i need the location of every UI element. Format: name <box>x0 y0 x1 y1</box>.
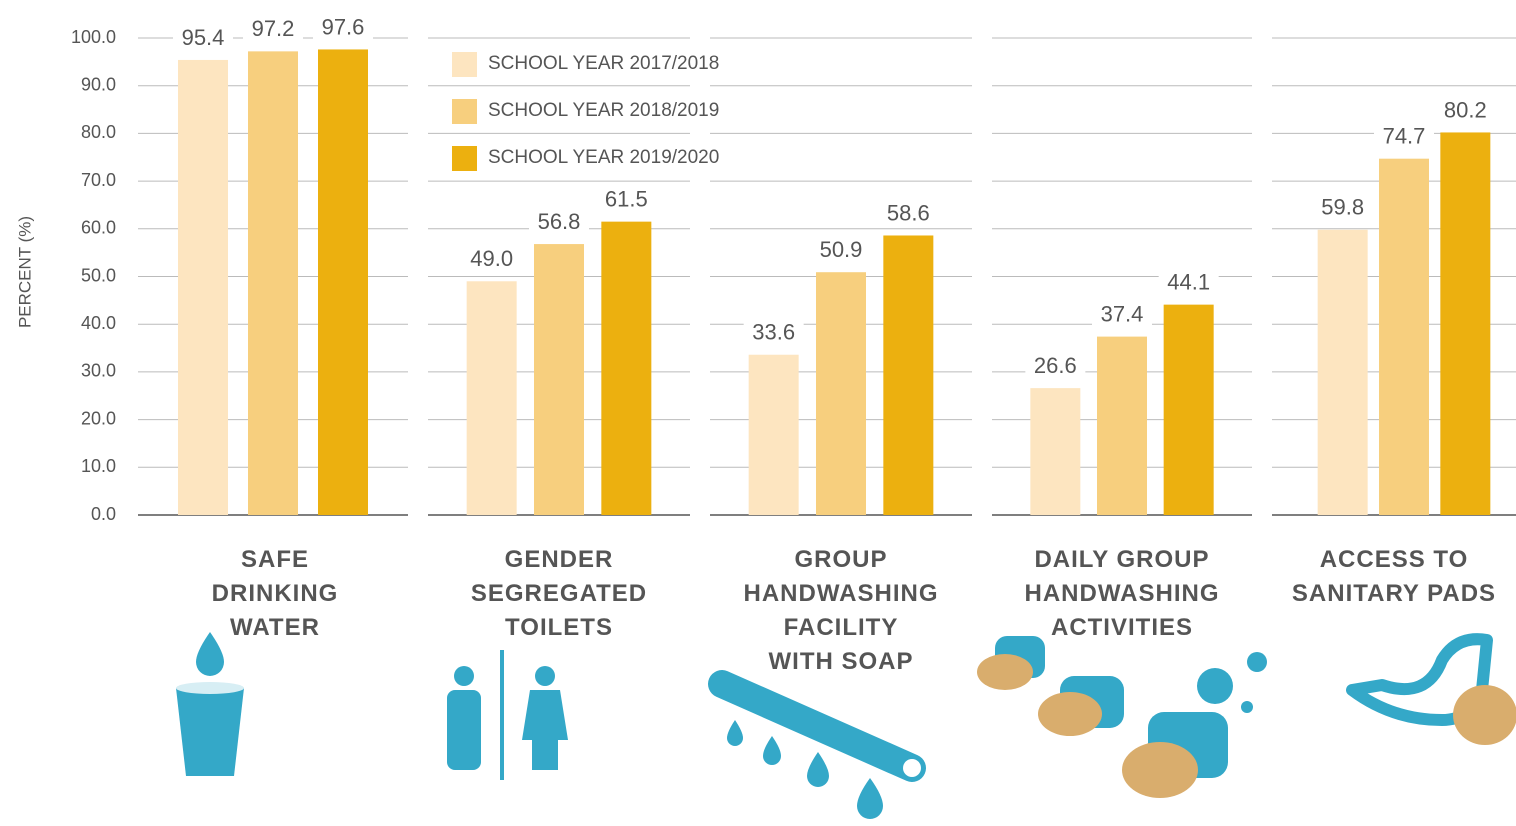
hand-icon <box>977 654 1033 690</box>
boy-head <box>454 666 474 686</box>
value-label: 26.6 <box>1034 353 1077 378</box>
girl-head <box>535 666 555 686</box>
value-label-bg <box>529 208 589 237</box>
bar <box>883 235 934 515</box>
value-label: 61.5 <box>605 186 648 211</box>
drop <box>857 778 883 819</box>
value-label: 74.7 <box>1383 123 1426 148</box>
legend-swatch <box>452 146 477 171</box>
value-label-bg <box>811 236 871 265</box>
y-tick-label: 40.0 <box>81 313 116 333</box>
y-tick-label: 80.0 <box>81 122 116 142</box>
legend-label: SCHOOL YEAR 2017/2018 <box>488 53 719 74</box>
value-label-bg <box>1374 122 1434 151</box>
legend-label: SCHOOL YEAR 2018/2019 <box>488 100 719 121</box>
value-label-bg <box>1435 96 1496 125</box>
value-label-bg <box>1092 300 1152 329</box>
bar <box>1030 388 1081 515</box>
y-tick-label: 100.0 <box>71 27 116 47</box>
bubble <box>1247 652 1267 672</box>
y-tick-label: 10.0 <box>81 456 116 476</box>
drop <box>727 720 743 746</box>
icons <box>176 632 1516 819</box>
hand-icon <box>1038 692 1102 736</box>
value-label: 50.9 <box>820 237 863 262</box>
y-tick-label: 50.0 <box>81 265 116 285</box>
bar <box>1097 336 1147 515</box>
value-label-bg <box>243 15 303 44</box>
boy-body <box>447 690 481 770</box>
hand-icon <box>1453 685 1516 745</box>
pipe-end <box>903 759 921 777</box>
bar <box>748 354 799 515</box>
category-label: GROUP HANDWASHING FACILITY WITH SOAP <box>743 546 939 675</box>
bubble <box>1197 668 1233 704</box>
value-label-bg <box>461 245 522 274</box>
y-tick-label: 30.0 <box>81 361 116 381</box>
value-label: 80.2 <box>1444 97 1487 122</box>
cup-icon <box>176 688 244 776</box>
value-label-bg <box>173 23 233 52</box>
value-label: 37.4 <box>1101 301 1144 326</box>
bar <box>534 244 584 515</box>
pipe-icon <box>708 670 926 782</box>
value-label: 49.0 <box>470 246 513 271</box>
value-label: 33.6 <box>752 320 795 345</box>
value-label: 58.6 <box>887 200 930 225</box>
value-label: 97.2 <box>252 16 295 41</box>
legend-swatch <box>452 99 477 124</box>
divider <box>500 650 504 780</box>
value-label: 56.8 <box>538 209 581 234</box>
bar <box>318 49 368 516</box>
y-tick-label: 90.0 <box>81 74 116 94</box>
value-label-bg <box>878 199 939 228</box>
bar <box>1317 229 1368 515</box>
bar <box>466 281 517 515</box>
value-label-bg <box>1025 352 1086 381</box>
value-label-bg <box>596 185 657 214</box>
pad-icon <box>1346 633 1493 726</box>
water-drop-icon <box>196 632 224 676</box>
value-label-bg <box>743 318 804 347</box>
bar <box>1440 132 1491 516</box>
drop <box>807 752 829 787</box>
bar <box>1379 158 1429 515</box>
legend-swatch <box>452 52 477 77</box>
y-tick-label: 20.0 <box>81 408 116 428</box>
bubble <box>1241 701 1253 713</box>
y-tick-label: 0.0 <box>91 504 116 524</box>
girl-body <box>522 690 568 770</box>
category-label: ACCESS TO SANITARY PADS <box>1291 546 1497 607</box>
category-label: GENDER SEGREGATED TOILETS <box>470 546 648 641</box>
value-label-bg <box>1312 193 1373 222</box>
y-tick-label: 60.0 <box>81 218 116 238</box>
value-label-bg <box>1158 268 1219 297</box>
category-label: SAFE DRINKING WATER <box>211 546 339 641</box>
bar <box>178 59 228 515</box>
y-axis-label: PERCENT (%) <box>15 216 34 328</box>
drop <box>763 736 781 765</box>
value-label-bg <box>313 13 373 42</box>
value-label: 44.1 <box>1167 269 1210 294</box>
bar <box>816 272 866 515</box>
category-label: DAILY GROUP HANDWASHING ACTIVITIES <box>1024 546 1220 641</box>
value-label: 97.6 <box>322 14 365 39</box>
y-tick-label: 70.0 <box>81 170 116 190</box>
legend-label: SCHOOL YEAR 2019/2020 <box>488 147 719 168</box>
value-label: 59.8 <box>1321 195 1364 220</box>
value-label: 95.4 <box>182 25 225 50</box>
hand-icon <box>1122 742 1198 798</box>
bar <box>1163 304 1214 515</box>
cup-rim <box>176 682 244 694</box>
bar <box>248 51 298 516</box>
bar <box>601 221 652 515</box>
